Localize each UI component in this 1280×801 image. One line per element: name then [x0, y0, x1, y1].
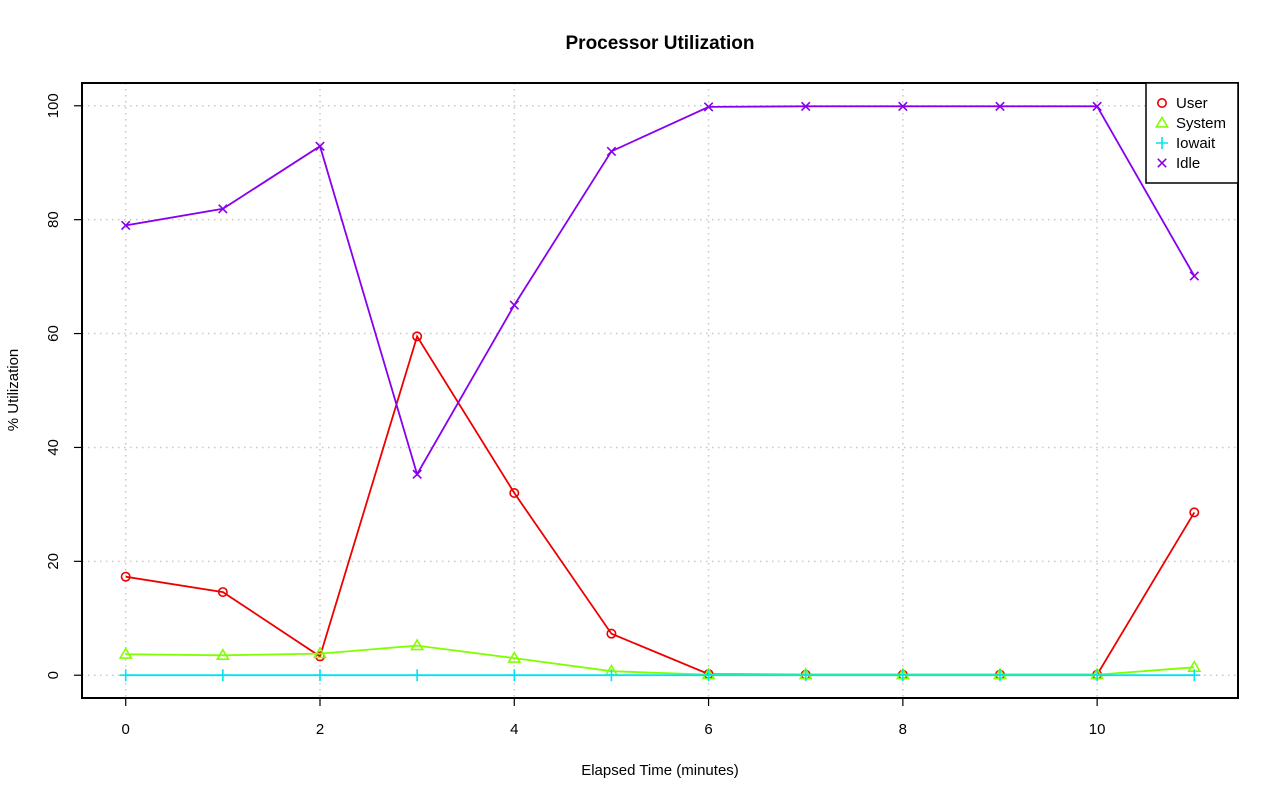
x-tick-label: 10	[1089, 721, 1106, 738]
data-point-user	[217, 587, 228, 598]
series-line-user	[125, 334, 1196, 676]
data-point-idle	[120, 220, 131, 231]
data-point-iowait	[216, 669, 229, 682]
legend-label-idle: Idle	[1176, 155, 1200, 172]
data-point-system	[313, 646, 327, 659]
data-point-system	[410, 638, 425, 651]
data-point-user	[606, 628, 617, 639]
chart-title: Processor Utilization	[566, 33, 755, 54]
x-tick-label: 4	[510, 721, 518, 738]
data-point-idle	[995, 101, 1005, 112]
x-tick-label: 8	[899, 721, 907, 738]
legend-marker-user	[1157, 98, 1168, 109]
x-tick-label: 0	[122, 721, 130, 738]
data-point-iowait	[1188, 669, 1201, 682]
data-point-system	[215, 648, 230, 661]
legend-marker-iowait	[1156, 137, 1168, 149]
y-tick-label: 20	[45, 553, 62, 570]
data-point-idle	[218, 204, 228, 214]
x-tick-label: 2	[316, 721, 324, 738]
legend-label-iowait: Iowait	[1176, 135, 1216, 152]
data-point-user	[412, 331, 423, 342]
data-point-idle	[898, 101, 908, 112]
legend-label-system: System	[1176, 115, 1226, 132]
data-point-idle	[509, 300, 520, 310]
data-point-iowait	[119, 669, 132, 682]
data-point-iowait	[605, 669, 618, 682]
data-point-iowait	[799, 669, 812, 682]
data-point-iowait	[896, 669, 909, 682]
data-point-iowait	[508, 669, 521, 682]
data-point-idle	[800, 101, 811, 112]
data-point-user	[1189, 507, 1200, 518]
y-tick-label: 80	[45, 211, 62, 228]
data-point-idle	[703, 102, 714, 112]
data-point-iowait	[411, 669, 424, 682]
legend-box	[1145, 82, 1239, 184]
legend-marker-system	[1155, 115, 1169, 128]
x-axis-label: Elapsed Time (minutes)	[581, 762, 739, 779]
plot-frame	[81, 82, 1239, 699]
data-point-iowait	[314, 669, 326, 682]
data-point-user	[509, 487, 520, 498]
legend-marker-idle	[1157, 158, 1167, 168]
y-axis-label: % Utilization	[5, 349, 22, 432]
data-point-idle	[412, 469, 422, 479]
series-group	[118, 101, 1202, 682]
x-tick-label: 6	[704, 721, 712, 738]
data-point-idle	[606, 146, 617, 157]
data-point-iowait	[1091, 669, 1104, 682]
data-point-iowait	[702, 669, 715, 682]
legend-label-user: User	[1176, 95, 1208, 112]
y-tick-label: 100	[45, 93, 62, 118]
series-line-system	[125, 644, 1195, 676]
series-line-idle	[125, 105, 1196, 477]
data-point-system	[507, 650, 522, 663]
x-axis: 0 2 4 6 8 10	[122, 698, 1106, 738]
y-tick-label: 40	[45, 439, 62, 456]
legend: User System Iowait Idle	[1145, 82, 1239, 184]
data-point-idle	[1092, 101, 1102, 112]
data-point-system	[118, 646, 133, 659]
grid-lines	[82, 83, 1238, 698]
data-point-user	[120, 571, 131, 582]
y-tick-label: 0	[45, 671, 62, 679]
data-point-iowait	[994, 669, 1006, 682]
data-point-idle	[1189, 271, 1200, 281]
y-tick-label: 60	[45, 325, 62, 342]
y-axis: 0 20 40 60 80 100	[45, 93, 82, 679]
data-point-idle	[315, 141, 325, 151]
